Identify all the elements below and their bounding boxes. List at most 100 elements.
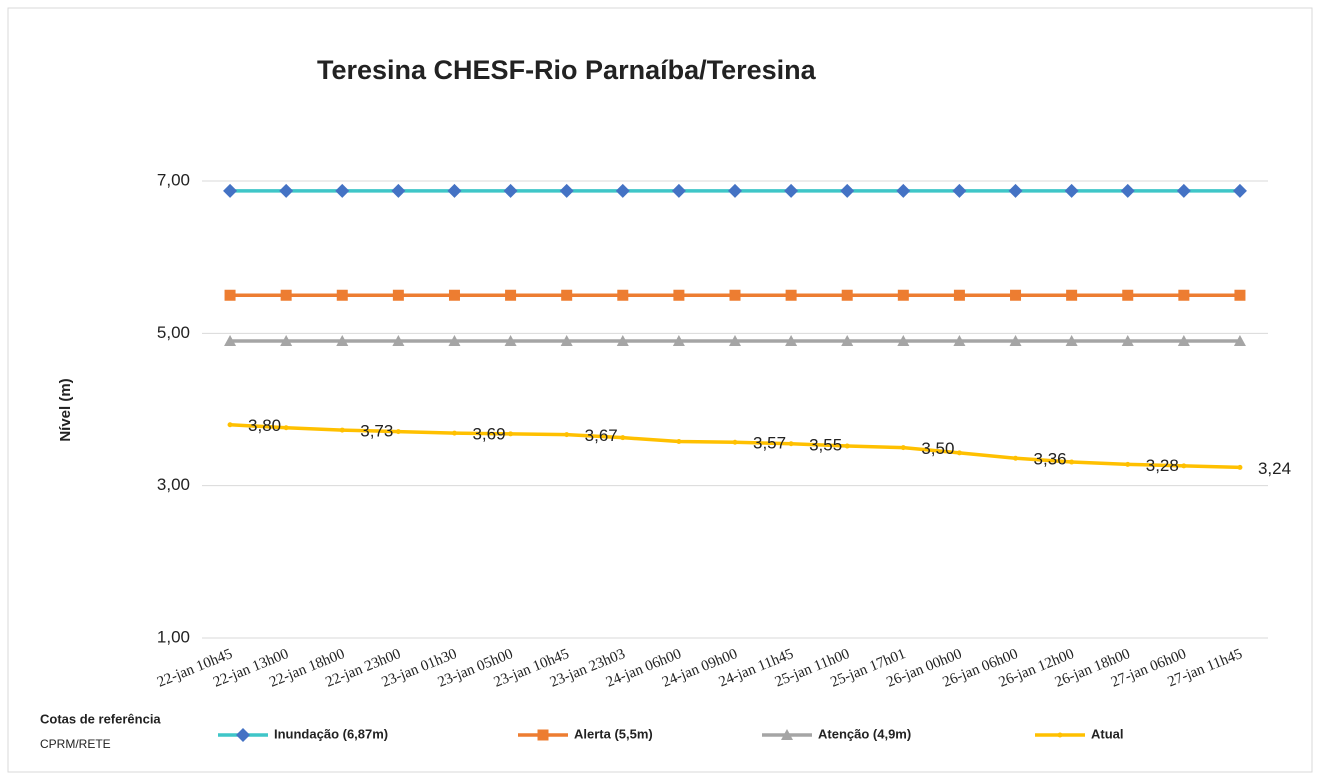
data-point xyxy=(508,431,514,437)
data-point xyxy=(844,443,850,449)
data-point xyxy=(729,334,741,346)
y-tick-label: 1,00 xyxy=(157,627,190,646)
data-point xyxy=(673,289,685,301)
data-point xyxy=(1009,334,1022,346)
data-point xyxy=(1010,289,1022,301)
data-point xyxy=(339,427,345,433)
data-point xyxy=(952,183,967,198)
data-point xyxy=(336,334,349,346)
source: CPRM/RETE xyxy=(40,737,111,751)
data-point xyxy=(1237,464,1243,470)
data-label: 3,36 xyxy=(1034,450,1067,469)
data-point xyxy=(223,183,238,198)
data-point xyxy=(503,183,518,198)
data-point xyxy=(1065,334,1078,346)
data-point xyxy=(785,289,797,301)
data-point xyxy=(671,183,686,198)
data-point xyxy=(336,289,348,301)
data-point xyxy=(1008,183,1023,198)
y-tick-label: 7,00 xyxy=(157,170,190,189)
chart-border xyxy=(7,7,1313,773)
legend-marker xyxy=(1057,732,1063,738)
data-point xyxy=(451,430,457,436)
data-point xyxy=(1122,289,1134,301)
data-point xyxy=(788,441,794,447)
data-point xyxy=(561,289,573,301)
legend-label: Atenção (4,9m) xyxy=(818,726,911,741)
data-point xyxy=(283,425,289,431)
data-point xyxy=(617,289,629,301)
data-point xyxy=(840,183,855,198)
data-point xyxy=(732,439,738,445)
data-point xyxy=(505,289,517,301)
data-point xyxy=(447,183,462,198)
data-point xyxy=(1125,461,1131,467)
data-point xyxy=(1234,289,1246,301)
data-point xyxy=(559,183,574,198)
data-point xyxy=(953,334,966,346)
data-point xyxy=(1232,183,1247,198)
data-point xyxy=(785,334,798,346)
data-point xyxy=(392,334,405,346)
data-point xyxy=(1177,334,1190,346)
legend-label: Atual xyxy=(1091,726,1124,741)
data-point xyxy=(448,334,461,346)
data-point xyxy=(1120,183,1135,198)
data-point xyxy=(676,438,682,444)
legend-label: Alerta (5,5m) xyxy=(574,726,653,741)
data-point xyxy=(564,432,570,438)
data-point xyxy=(615,183,630,198)
data-point xyxy=(900,445,906,451)
data-point xyxy=(1176,183,1191,198)
data-point xyxy=(391,183,406,198)
data-point xyxy=(392,289,404,301)
data-point xyxy=(616,334,629,346)
data-point xyxy=(1178,289,1190,301)
data-point xyxy=(1066,289,1078,301)
legend-marker xyxy=(781,729,793,740)
data-point xyxy=(504,334,517,346)
data-point xyxy=(280,289,292,301)
legend-title: Cotas de referência xyxy=(40,711,161,726)
data-label: 3,69 xyxy=(472,425,505,444)
data-point xyxy=(279,183,294,198)
data-point xyxy=(280,334,293,346)
data-point xyxy=(1233,334,1246,346)
data-point xyxy=(729,289,741,301)
data-point xyxy=(728,183,742,198)
data-point xyxy=(672,334,685,346)
data-point xyxy=(1013,455,1019,461)
data-point xyxy=(956,450,962,456)
data-point xyxy=(448,289,460,301)
data-label: 3,55 xyxy=(809,435,842,454)
data-point xyxy=(395,429,401,435)
data-label: 3,73 xyxy=(360,422,393,441)
data-label: 3,28 xyxy=(1146,456,1179,475)
y-tick-label: 3,00 xyxy=(157,475,190,494)
data-point xyxy=(897,289,909,301)
data-point xyxy=(1121,334,1134,346)
data-point xyxy=(560,334,573,346)
data-point xyxy=(897,334,910,346)
data-point xyxy=(1069,459,1075,465)
data-point xyxy=(335,183,350,198)
data-point xyxy=(896,183,911,198)
data-point xyxy=(1181,463,1187,469)
data-point xyxy=(227,422,233,428)
data-point xyxy=(841,334,854,346)
y-axis-label: Nível (m) xyxy=(57,378,74,441)
chart-title: Teresina CHESF-Rio Parnaíba/Teresina xyxy=(317,55,817,85)
data-label: 3,80 xyxy=(248,416,281,435)
data-point xyxy=(784,183,799,198)
data-point xyxy=(1064,183,1079,198)
data-point xyxy=(224,289,236,301)
data-label: 3,50 xyxy=(921,439,954,458)
legend-label: Inundação (6,87m) xyxy=(274,726,388,741)
y-tick-label: 5,00 xyxy=(157,323,190,342)
legend-marker xyxy=(537,729,549,741)
data-point xyxy=(620,435,626,441)
data-label: 3,67 xyxy=(585,426,618,445)
data-label: 3,24 xyxy=(1258,459,1291,478)
data-point xyxy=(841,289,853,301)
